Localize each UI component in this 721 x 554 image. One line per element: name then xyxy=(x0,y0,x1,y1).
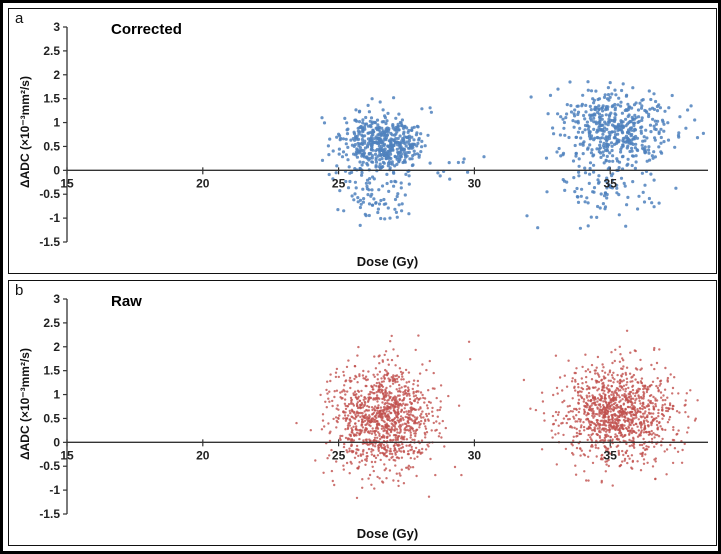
svg-text:-1.5: -1.5 xyxy=(39,235,60,249)
chart-title-corrected: Corrected xyxy=(111,21,182,38)
svg-text:1: 1 xyxy=(53,116,60,130)
svg-text:-1: -1 xyxy=(49,211,60,225)
panel-b-raw: b Raw ΔADC (×10⁻³mm²/s) 3 2.5 2 1.5 1 0.5 0 -0.… xyxy=(8,280,717,546)
svg-text:3: 3 xyxy=(53,20,60,34)
y-axis-label: ΔADC (×10⁻³mm²/s) xyxy=(18,76,32,188)
svg-text:15: 15 xyxy=(60,448,74,462)
scatter-plot-corrected: 3 2.5 2 1.5 1 0.5 0 -0.5 -1 -1.5 15 20 25 30 35 xyxy=(39,20,708,249)
svg-text:20: 20 xyxy=(196,448,210,462)
x-axis-label: Dose (Gy) xyxy=(356,254,419,269)
x-axis-label: Dose (Gy) xyxy=(356,526,419,541)
svg-text:-1: -1 xyxy=(49,483,60,497)
svg-text:2.5: 2.5 xyxy=(43,44,60,58)
svg-text:30: 30 xyxy=(468,176,482,190)
svg-text:20: 20 xyxy=(196,176,210,190)
svg-text:15: 15 xyxy=(60,176,74,190)
svg-text:35: 35 xyxy=(604,176,618,190)
svg-text:0: 0 xyxy=(53,163,60,177)
svg-text:35: 35 xyxy=(604,448,618,462)
svg-text:25: 25 xyxy=(332,176,346,190)
svg-text:0.5: 0.5 xyxy=(43,139,60,153)
svg-text:25: 25 xyxy=(332,448,346,462)
scatter-plot-raw: 3 2.5 2 1.5 1 0.5 0 -0.5 -1 -1.5 15 20 25 30 35 xyxy=(39,292,708,521)
y-axis-label: ΔADC (×10⁻³mm²/s) xyxy=(18,348,32,460)
svg-text:30: 30 xyxy=(468,448,482,462)
svg-text:1.5: 1.5 xyxy=(43,364,60,378)
svg-text:0.5: 0.5 xyxy=(43,411,60,425)
svg-text:-1.5: -1.5 xyxy=(39,507,60,521)
panel-letter-b: b xyxy=(15,282,24,299)
svg-text:1.5: 1.5 xyxy=(43,92,60,106)
svg-text:2.5: 2.5 xyxy=(43,316,60,330)
svg-text:2: 2 xyxy=(53,68,60,82)
svg-text:-0.5: -0.5 xyxy=(39,459,60,473)
panel-letter-a: a xyxy=(15,10,24,27)
svg-text:1: 1 xyxy=(53,388,60,402)
svg-text:0: 0 xyxy=(53,435,60,449)
svg-text:3: 3 xyxy=(53,292,60,306)
svg-text:-0.5: -0.5 xyxy=(39,187,60,201)
chart-title-raw: Raw xyxy=(111,293,142,310)
panel-a-corrected: a Corrected ΔADC (×10⁻³mm²/s) 3 2.5 2 1.5 1 0… xyxy=(8,8,717,274)
svg-text:2: 2 xyxy=(53,340,60,354)
